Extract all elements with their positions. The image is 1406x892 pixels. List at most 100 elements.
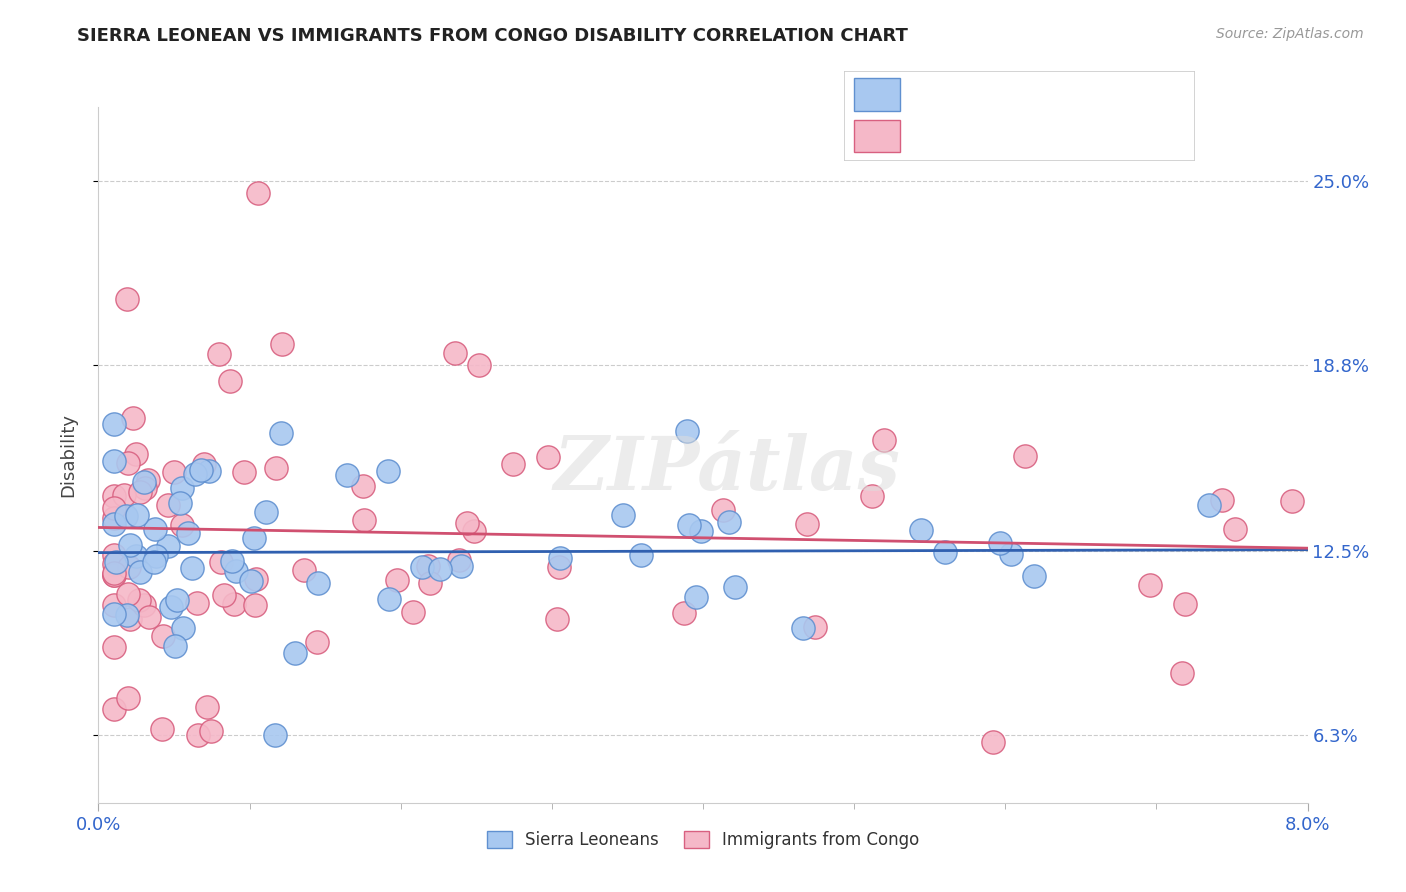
Point	[685, 591, 707, 605]
Point	[804, 620, 827, 634]
Point	[209, 555, 232, 569]
Point	[125, 447, 148, 461]
Point	[284, 646, 307, 660]
Point	[118, 560, 141, 574]
Point	[456, 516, 478, 530]
Point	[143, 522, 166, 536]
Text: 0.036: 0.036	[970, 86, 1028, 103]
Y-axis label: Disability: Disability	[59, 413, 77, 497]
Point	[128, 593, 150, 607]
Point	[910, 523, 932, 537]
Point	[222, 597, 245, 611]
Point	[172, 621, 194, 635]
Point	[468, 358, 491, 372]
Point	[198, 464, 221, 478]
Point	[264, 728, 287, 742]
Point	[187, 728, 209, 742]
Point	[208, 347, 231, 361]
Point	[378, 591, 401, 606]
Text: Source: ZipAtlas.com: Source: ZipAtlas.com	[1216, 27, 1364, 41]
Point	[988, 536, 1011, 550]
Point	[449, 553, 471, 567]
Point	[183, 467, 205, 482]
Point	[416, 559, 439, 574]
Point	[463, 524, 485, 539]
Point	[307, 634, 329, 648]
Point	[129, 484, 152, 499]
Point	[190, 462, 212, 476]
Point	[163, 639, 186, 653]
Point	[103, 598, 125, 612]
Point	[103, 453, 125, 467]
Point	[246, 186, 269, 200]
Point	[1223, 522, 1246, 536]
Point	[118, 612, 141, 626]
Point	[212, 588, 235, 602]
Point	[104, 556, 127, 570]
Text: R =: R =	[914, 86, 945, 103]
Point	[353, 513, 375, 527]
Point	[1000, 547, 1022, 561]
Point	[537, 450, 560, 464]
Point	[193, 457, 215, 471]
Point	[169, 496, 191, 510]
Point	[502, 457, 524, 471]
Point	[307, 575, 329, 590]
Point	[195, 700, 218, 714]
Point	[103, 607, 125, 621]
Point	[934, 545, 956, 559]
Point	[411, 560, 433, 574]
Point	[177, 526, 200, 541]
Point	[157, 539, 180, 553]
Point	[240, 574, 263, 589]
Point	[546, 612, 568, 626]
Point	[689, 524, 711, 539]
Point	[243, 531, 266, 545]
Point	[1022, 569, 1045, 583]
Point	[103, 567, 125, 582]
Point	[160, 600, 183, 615]
Point	[127, 508, 149, 523]
Point	[103, 511, 125, 525]
Point	[181, 560, 204, 574]
Point	[292, 563, 315, 577]
Point	[1014, 449, 1036, 463]
Point	[352, 479, 374, 493]
Point	[336, 468, 359, 483]
Point	[117, 456, 139, 470]
Point	[125, 549, 148, 564]
Point	[145, 549, 167, 564]
Point	[429, 562, 451, 576]
Point	[219, 374, 242, 388]
FancyBboxPatch shape	[844, 71, 1195, 161]
Point	[166, 593, 188, 607]
Point	[132, 475, 155, 489]
Point	[172, 518, 194, 533]
Point	[717, 515, 740, 529]
Point	[245, 572, 267, 586]
Point	[200, 723, 222, 738]
Point	[120, 538, 142, 552]
Point	[121, 411, 143, 425]
Point	[152, 629, 174, 643]
Point	[103, 489, 125, 503]
Point	[1139, 578, 1161, 592]
Point	[142, 555, 165, 569]
Point	[672, 607, 695, 621]
Point	[103, 702, 125, 716]
Point	[254, 505, 277, 519]
Point	[103, 640, 125, 654]
Point	[675, 424, 697, 438]
Point	[134, 481, 156, 495]
Point	[103, 548, 125, 562]
Point	[163, 465, 186, 479]
Point	[103, 501, 125, 516]
Point	[1211, 493, 1233, 508]
Text: N =: N =	[1062, 86, 1092, 103]
Point	[1198, 498, 1220, 512]
Point	[547, 559, 569, 574]
Point	[115, 293, 138, 307]
Point	[678, 518, 700, 533]
FancyBboxPatch shape	[855, 120, 900, 152]
Point	[150, 722, 173, 736]
